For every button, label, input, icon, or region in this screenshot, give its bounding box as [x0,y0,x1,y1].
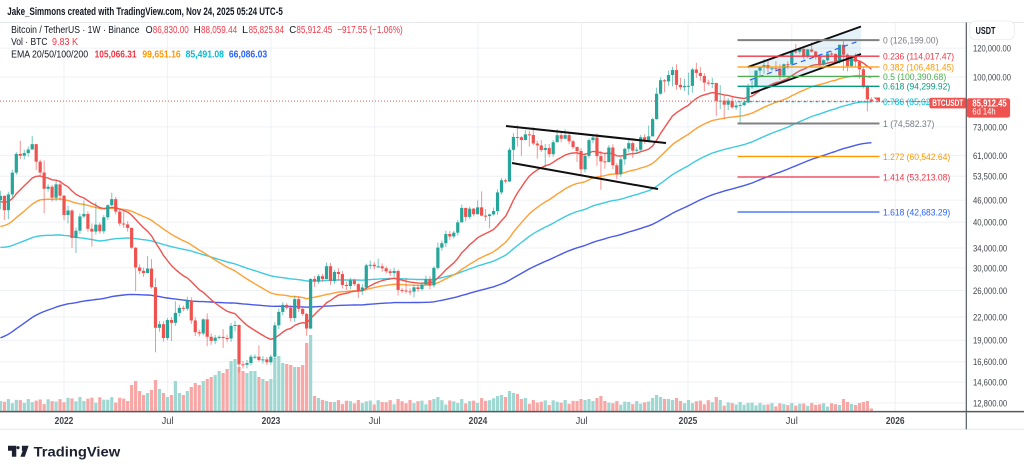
svg-text:C: C [289,25,296,36]
svg-text:0.618 (94,299.92): 0.618 (94,299.92) [883,81,950,92]
svg-text:USDT: USDT [976,26,996,37]
svg-text:0.382 (106,481.45): 0.382 (106,481.45) [883,61,954,72]
svg-text:Jul: Jul [369,416,381,427]
svg-text:2025: 2025 [679,416,698,427]
svg-text:1.618 (42,683.29): 1.618 (42,683.29) [883,206,950,217]
svg-text:40,000.00: 40,000.00 [973,218,1007,229]
svg-text:14,600.00: 14,600.00 [973,377,1007,388]
svg-text:100,000.00: 100,000.00 [973,72,1011,83]
svg-text:99,651.16: 99,651.16 [142,50,181,61]
svg-text:30,000.00: 30,000.00 [973,263,1007,274]
svg-text:Jul: Jul [576,416,588,427]
svg-text:34,000.00: 34,000.00 [973,243,1007,254]
svg-text:73,000.00: 73,000.00 [973,122,1007,133]
svg-text:L: L [242,25,248,36]
svg-text:16,600.00: 16,600.00 [973,357,1007,368]
svg-text:EMA 20/50/100/200: EMA 20/50/100/200 [11,50,88,61]
svg-text:1.414 (53,213.08): 1.414 (53,213.08) [883,171,950,182]
svg-text:85,491.08: 85,491.08 [186,50,225,61]
svg-text:53,500.00: 53,500.00 [973,172,1007,183]
svg-text:H: H [194,25,201,36]
svg-text:9.83 K: 9.83 K [52,37,78,48]
svg-text:2022: 2022 [55,416,74,427]
svg-text:2023: 2023 [262,416,281,427]
svg-text:2024: 2024 [469,416,488,427]
svg-text:19,000.00: 19,000.00 [973,336,1007,347]
svg-text:46,000.00: 46,000.00 [973,196,1007,207]
svg-text:105,066.31: 105,066.31 [95,50,137,61]
svg-text:Jul: Jul [786,416,798,427]
svg-text:85,912.45: 85,912.45 [296,25,332,36]
svg-text:Vol · BTC: Vol · BTC [11,37,47,48]
svg-text:0.5 (100,390.68): 0.5 (100,390.68) [883,71,946,82]
svg-text:26,000.00: 26,000.00 [973,286,1007,297]
svg-text:1 (74,582.37): 1 (74,582.37) [883,118,934,129]
svg-text:0.236 (114,017.47): 0.236 (114,017.47) [883,51,954,62]
svg-text:Jul: Jul [162,416,174,427]
svg-text:12,800.00: 12,800.00 [973,398,1007,409]
svg-text:O: O [146,25,153,36]
svg-text:6d 14h: 6d 14h [972,106,995,117]
svg-text:0 (126,199.00): 0 (126,199.00) [883,35,938,46]
svg-text:120,000.00: 120,000.00 [973,44,1011,55]
svg-text:1.272 (60,542.64): 1.272 (60,542.64) [883,151,950,162]
svg-text:Jake_Simmons created with Trad: Jake_Simmons created with TradingView.co… [7,6,283,18]
svg-text:61,000.00: 61,000.00 [973,151,1007,162]
svg-text:BTCUSDT: BTCUSDT [932,98,963,108]
svg-text:66,086.03: 66,086.03 [229,50,268,61]
svg-text:Bitcoin / TetherUS · 1W · Bina: Bitcoin / TetherUS · 1W · Binance [11,25,140,36]
svg-text:TradingView: TradingView [34,444,121,460]
svg-text:86,830.00: 86,830.00 [153,25,189,36]
svg-text:85,825.84: 85,825.84 [249,25,285,36]
svg-text:22,000.00: 22,000.00 [973,312,1007,323]
svg-text:85,912.45: 85,912.45 [972,98,1007,109]
svg-text:−917.55 (−1.06%): −917.55 (−1.06%) [337,25,403,36]
svg-text:2026: 2026 [886,416,905,427]
svg-text:88,059.44: 88,059.44 [201,25,237,36]
